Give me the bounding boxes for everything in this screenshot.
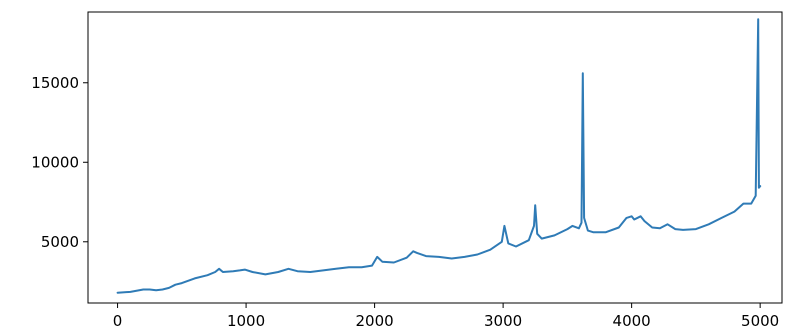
x-axis-ticks: 0 1000 2000 3000 4000 5000 [113,303,779,330]
y-tick-label: 15000 [31,74,79,92]
x-tick-label: 1000 [227,312,265,330]
series-line [116,18,762,294]
x-tick-label: 4000 [613,312,651,330]
x-tick-label: 3000 [484,312,522,330]
plot-area-frame [87,11,783,304]
y-tick-label: 5000 [41,233,79,251]
y-axis-ticks: 5000 10000 15000 [31,74,88,251]
x-tick-label: 2000 [356,312,394,330]
x-tick-label: 5000 [741,312,779,330]
x-tick-label: 0 [113,312,123,330]
y-tick-label: 10000 [31,153,79,171]
